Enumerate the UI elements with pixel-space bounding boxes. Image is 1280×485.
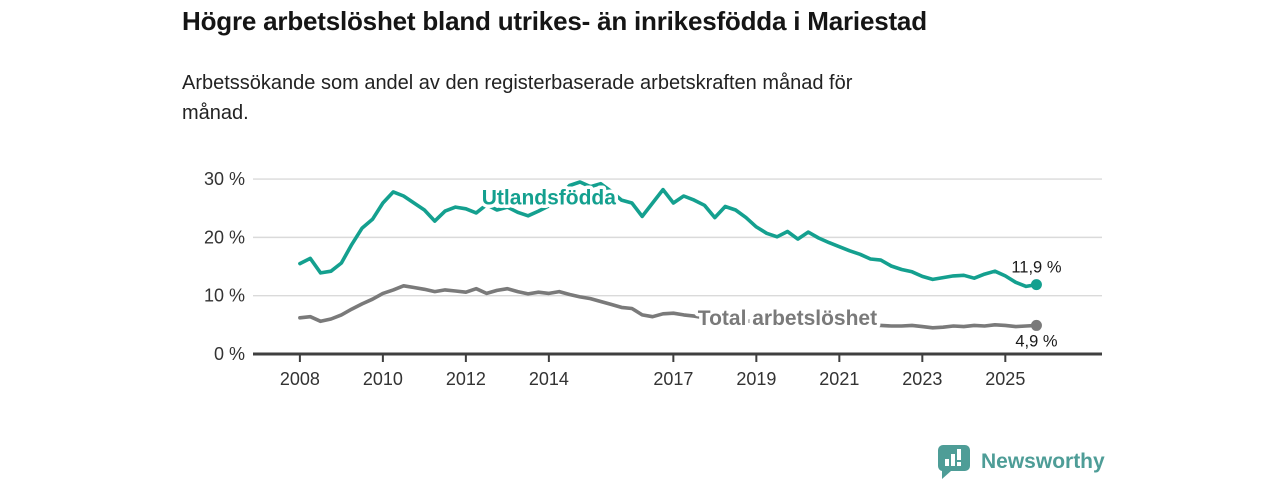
- y-axis-tick-label: 20 %: [204, 227, 245, 247]
- subtitle-line-1: Arbetssökande som andel av den registerb…: [182, 72, 853, 94]
- x-axis-tick-label: 2025: [985, 369, 1025, 389]
- subtitle-line-2: månad.: [182, 102, 249, 124]
- x-axis-tick-label: 2023: [902, 369, 942, 389]
- newsworthy-logo: Newsworthy: [936, 444, 1105, 480]
- y-axis-tick-label: 30 %: [204, 169, 245, 189]
- exclamation-dot: [957, 462, 961, 466]
- series-line-utlandsfodda: [298, 180, 1039, 289]
- end-dot-utlandsfodda: [1030, 279, 1042, 291]
- series-label-total: Total arbetslöshet: [698, 307, 877, 330]
- x-axis-tick-label: 2010: [363, 369, 403, 389]
- exclamation-bar: [957, 449, 961, 460]
- x-axis-tick-label: 2014: [529, 369, 569, 389]
- x-axis-tick-label: 2017: [653, 369, 693, 389]
- bar-2: [951, 454, 955, 466]
- x-axis-tick-label: 2008: [280, 369, 320, 389]
- end-value-label-total: 4,9 %: [1015, 332, 1058, 350]
- y-axis-tick-label: 10 %: [204, 286, 245, 306]
- brand-name: Newsworthy: [981, 450, 1105, 473]
- bar-1: [945, 459, 949, 466]
- chart-title: Högre arbetslöshet bland utrikes- än inr…: [182, 6, 927, 36]
- page-title: Högre arbetslöshet bland utrikes- än inr…: [182, 6, 1162, 37]
- end-dot-total: [1030, 319, 1042, 331]
- x-axis-tick-label: 2019: [736, 369, 776, 389]
- series-label-utlandsfodda: Utlandsfödda: [482, 187, 616, 210]
- newsworthy-logo-icon: [937, 445, 970, 479]
- end-value-label-utlandsfodda: 11,9 %: [1011, 259, 1061, 277]
- y-axis-tick-label: 0 %: [214, 344, 245, 364]
- x-axis-tick-label: 2021: [819, 369, 859, 389]
- x-axis-tick-label: 2012: [446, 369, 486, 389]
- chart-subtitle: Arbetssökande som andel av den registerb…: [182, 68, 852, 128]
- series-line-total: [298, 283, 1039, 330]
